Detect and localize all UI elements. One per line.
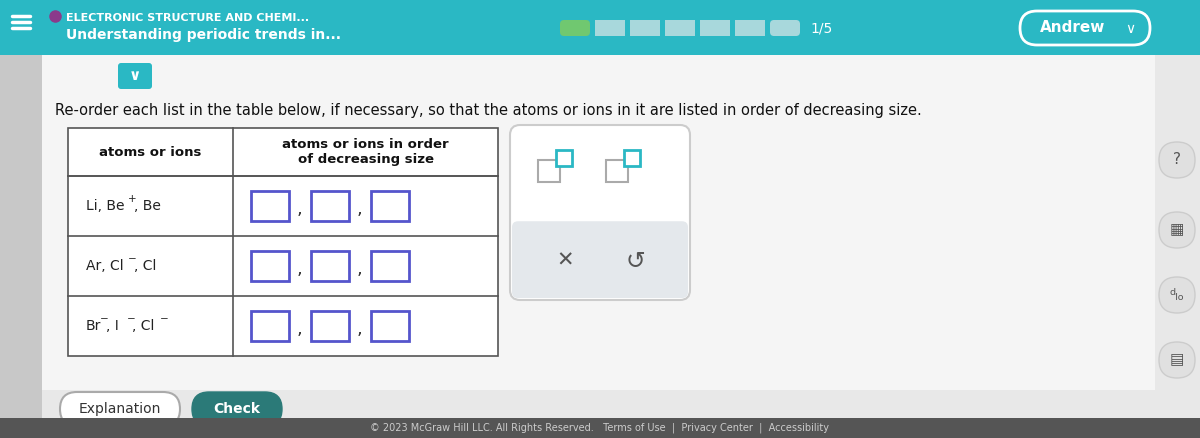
Bar	[371, 251, 409, 281]
FancyBboxPatch shape	[192, 392, 282, 426]
Bar	[1154, 55, 1200, 418]
FancyBboxPatch shape	[512, 221, 688, 298]
Text: , I: , I	[106, 319, 119, 333]
FancyBboxPatch shape	[510, 125, 690, 300]
Bar	[311, 191, 349, 221]
Bar	[251, 191, 289, 221]
Text: −: −	[126, 314, 136, 324]
Bar	[665, 20, 695, 36]
Bar	[630, 20, 660, 36]
Bar	[371, 191, 409, 221]
Text: Check: Check	[214, 402, 260, 416]
FancyBboxPatch shape	[1159, 342, 1195, 378]
Text: ▦: ▦	[1170, 223, 1184, 237]
Text: ∨: ∨	[1124, 22, 1135, 36]
Text: −: −	[100, 314, 109, 324]
Text: ,: ,	[296, 200, 302, 218]
Text: −: −	[160, 314, 169, 324]
Bar	[700, 20, 730, 36]
Text: ,: ,	[356, 260, 362, 278]
Text: ✕: ✕	[557, 251, 574, 271]
Text: ▤: ▤	[1170, 353, 1184, 367]
Text: Re-order each list in the table below, if necessary, so that the atoms or ions i: Re-order each list in the table below, i…	[55, 103, 922, 118]
FancyBboxPatch shape	[560, 20, 590, 36]
Bar	[624, 150, 640, 166]
Text: ↺: ↺	[625, 249, 644, 272]
FancyBboxPatch shape	[1159, 212, 1195, 248]
Text: 1/5: 1/5	[810, 21, 833, 35]
FancyBboxPatch shape	[1159, 277, 1195, 313]
Text: ELECTRONIC STRUCTURE AND CHEMI...: ELECTRONIC STRUCTURE AND CHEMI...	[66, 13, 310, 23]
FancyBboxPatch shape	[118, 63, 152, 89]
Bar	[0, 0, 1200, 55]
Text: © 2023 McGraw Hill LLC. All Rights Reserved.   Terms of Use  |  Privacy Center  : © 2023 McGraw Hill LLC. All Rights Reser…	[371, 423, 829, 433]
Bar	[606, 160, 628, 182]
Bar	[42, 390, 1154, 418]
Text: ?: ?	[1174, 152, 1181, 167]
Bar	[251, 311, 289, 341]
Text: , Cl: , Cl	[133, 259, 156, 273]
Text: ,: ,	[296, 260, 302, 278]
Bar	[595, 20, 625, 36]
Bar	[42, 55, 1182, 418]
Text: Ar, Cl: Ar, Cl	[86, 259, 124, 273]
FancyBboxPatch shape	[1159, 142, 1195, 178]
Text: −: −	[128, 254, 137, 264]
Bar	[311, 251, 349, 281]
Text: ,: ,	[356, 200, 362, 218]
Bar	[311, 311, 349, 341]
Bar	[371, 311, 409, 341]
Text: Andrew: Andrew	[1040, 21, 1105, 35]
Text: atoms or ions: atoms or ions	[100, 145, 202, 159]
Text: +: +	[128, 194, 137, 204]
Bar	[0, 418, 1200, 438]
FancyBboxPatch shape	[770, 20, 800, 36]
Text: ∨: ∨	[128, 68, 142, 84]
Bar	[556, 150, 572, 166]
Text: Understanding periodic trends in...: Understanding periodic trends in...	[66, 28, 341, 42]
Text: , Cl: , Cl	[132, 319, 155, 333]
Text: atoms or ions in order
of decreasing size: atoms or ions in order of decreasing siz…	[282, 138, 449, 166]
Text: Explanation: Explanation	[79, 402, 161, 416]
Text: , Be: , Be	[133, 199, 161, 213]
Text: Li, Be: Li, Be	[86, 199, 125, 213]
Text: ᵈₗₒ: ᵈₗₒ	[1170, 287, 1184, 303]
Bar	[734, 20, 766, 36]
Text: ,: ,	[356, 320, 362, 338]
Bar	[538, 160, 560, 182]
Bar	[68, 128, 498, 356]
FancyBboxPatch shape	[60, 392, 180, 426]
Text: ,: ,	[296, 320, 302, 338]
Text: Br: Br	[86, 319, 101, 333]
Bar	[0, 0, 42, 438]
Bar	[251, 251, 289, 281]
